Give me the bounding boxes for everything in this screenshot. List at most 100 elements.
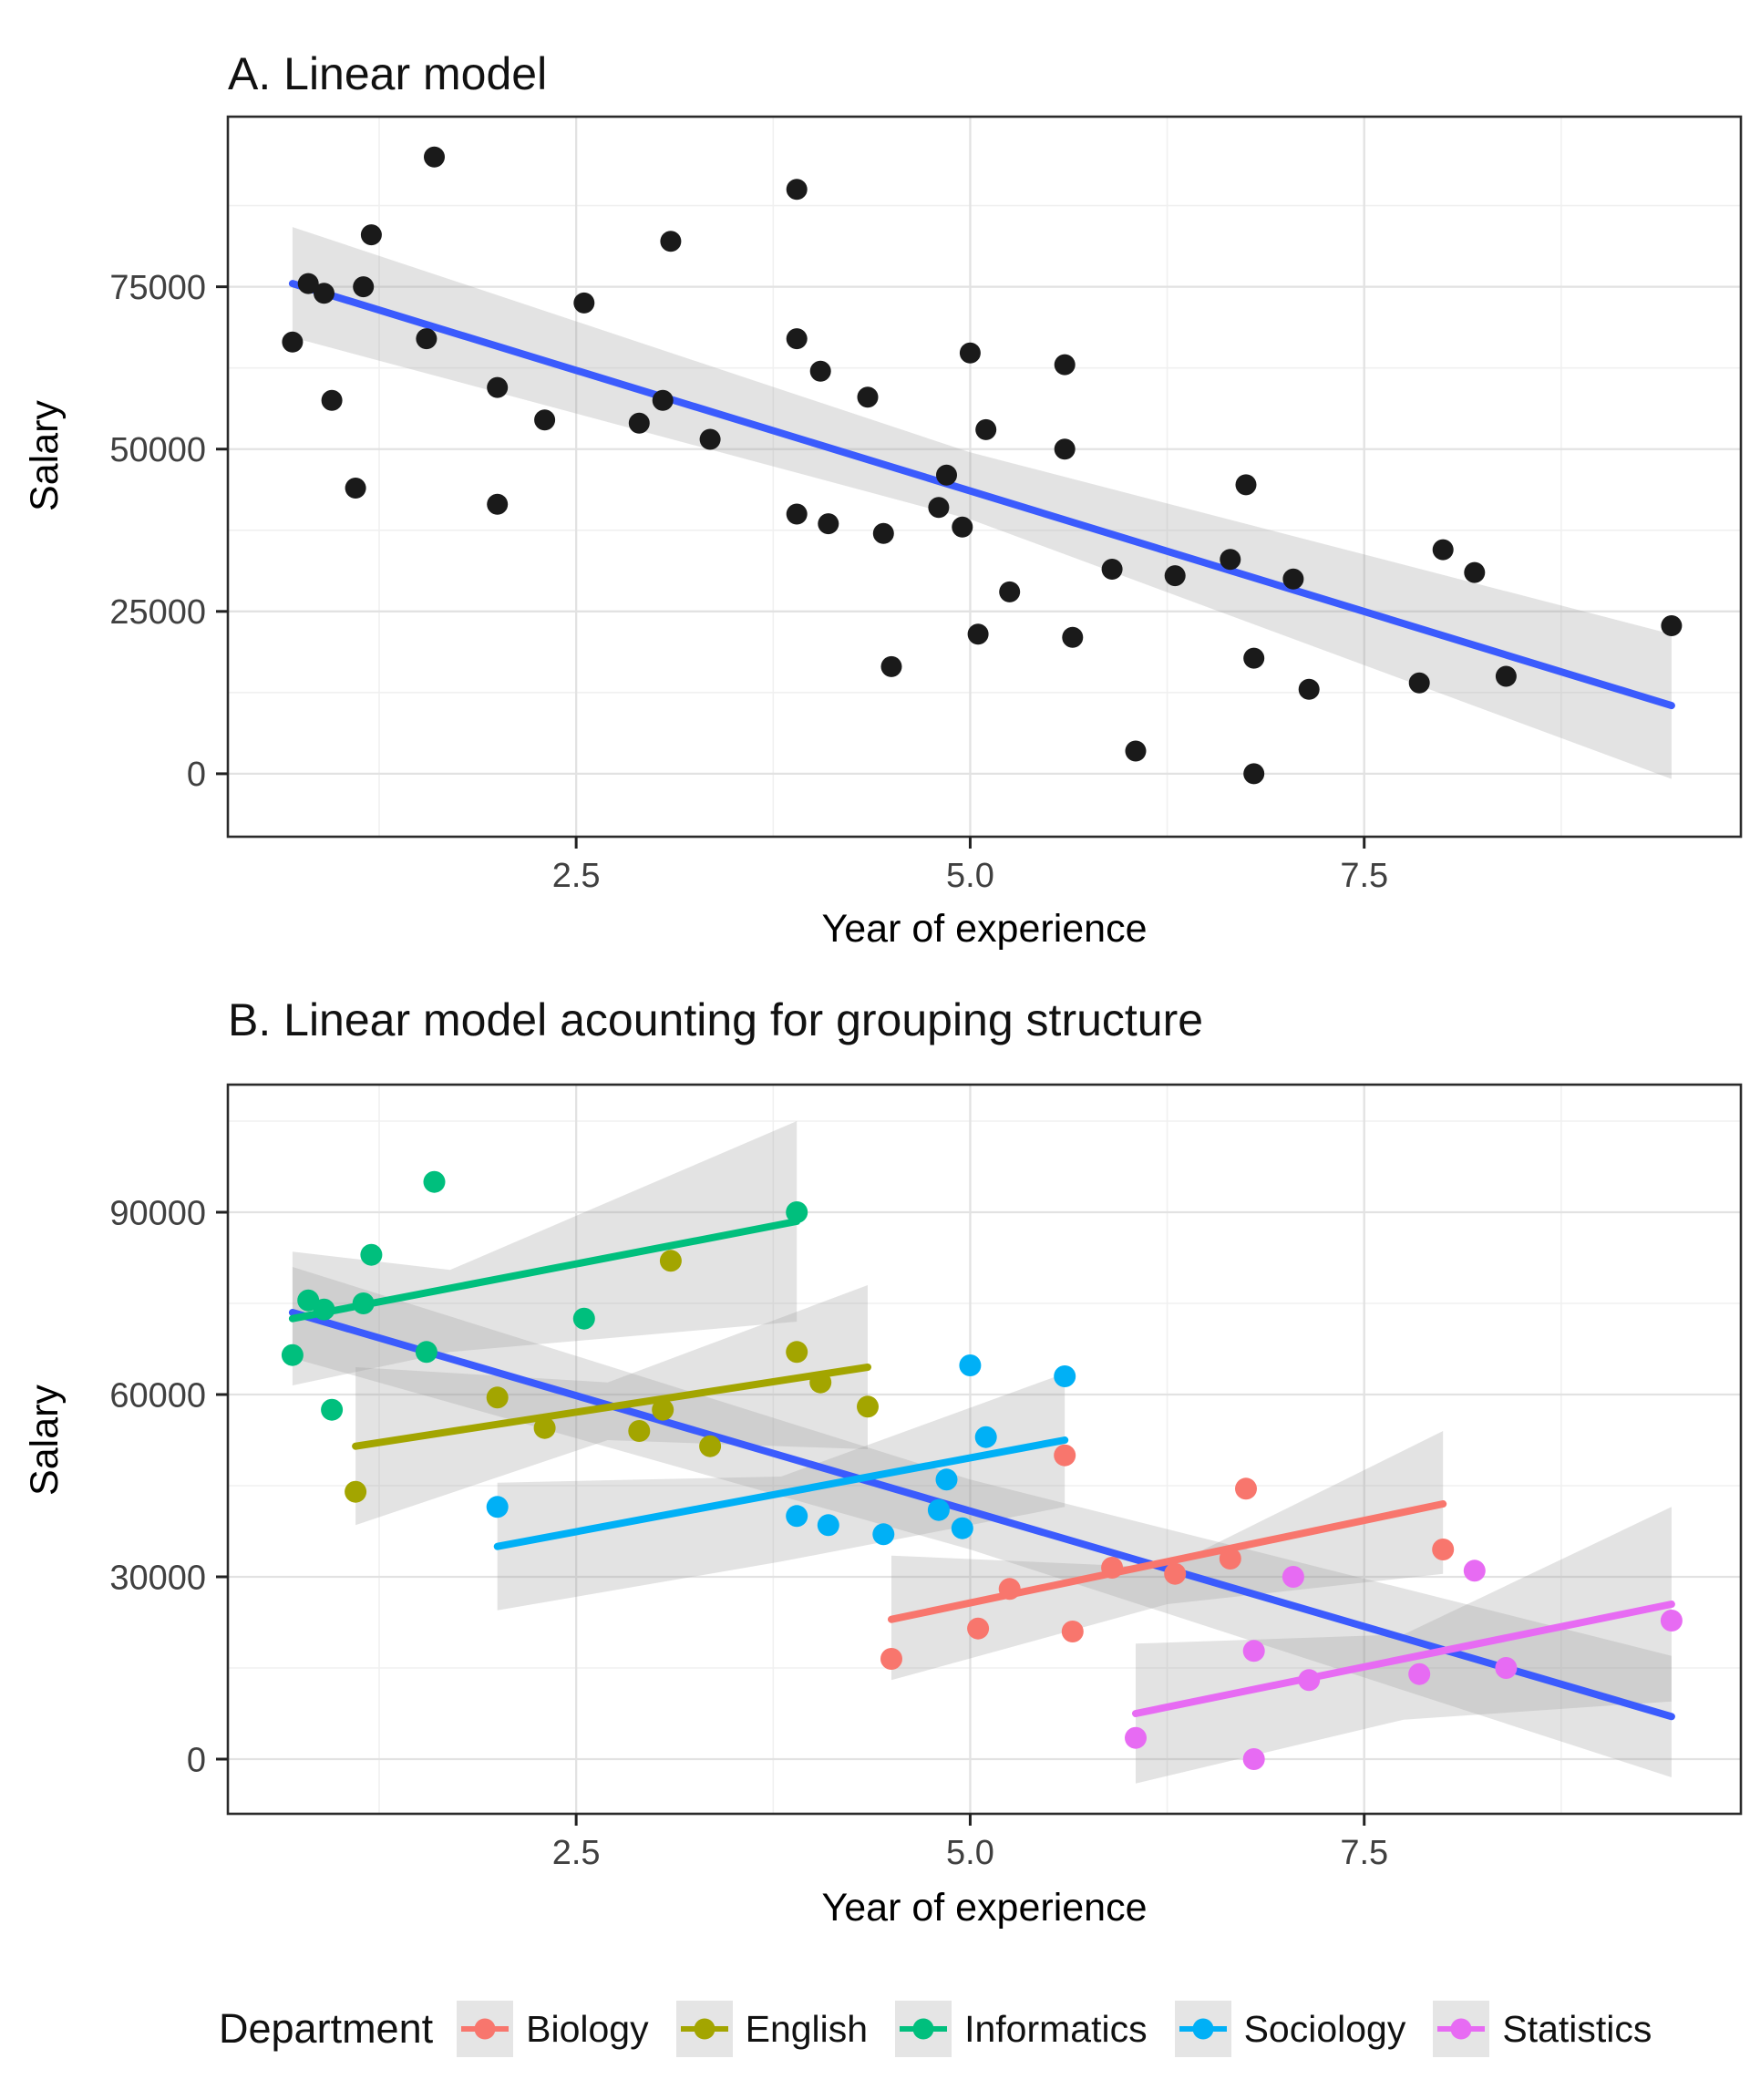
data-point-biology <box>967 1617 990 1640</box>
legend-key-point <box>1192 2018 1214 2040</box>
data-point-sociology <box>817 1514 839 1537</box>
legend-item-informatics: Informatics <box>895 2001 1148 2057</box>
data-point <box>1661 615 1683 636</box>
data-point <box>487 493 509 515</box>
data-point <box>1464 561 1486 583</box>
data-point-informatics <box>415 1341 438 1364</box>
panel-b-title: B. Linear model acounting for grouping s… <box>228 994 1204 1045</box>
data-point-statistics <box>1298 1669 1321 1692</box>
legend-key-icon-sociology <box>1174 2001 1231 2057</box>
data-point <box>872 522 894 544</box>
data-point-english <box>628 1420 651 1442</box>
data-point <box>928 497 950 519</box>
legend-key-point <box>694 2018 715 2040</box>
data-point-informatics <box>572 1307 595 1330</box>
data-point-english <box>786 1341 808 1364</box>
panel-border <box>226 1083 1743 1816</box>
data-point-english <box>486 1386 509 1409</box>
data-point-informatics <box>281 1343 304 1366</box>
data-point-statistics <box>1242 1748 1265 1770</box>
data-point <box>321 389 343 411</box>
legend-key-point <box>474 2018 496 2040</box>
data-point <box>1062 626 1084 648</box>
data-point <box>1298 678 1320 700</box>
panel-plot-layer <box>281 1121 1683 1784</box>
data-point <box>1243 763 1265 785</box>
data-point <box>1101 559 1123 580</box>
overall-fit-line <box>288 280 1675 710</box>
legend-key-icon-biology <box>457 2001 514 2057</box>
legend-label-sociology: Sociology <box>1243 2007 1406 2050</box>
data-point <box>345 478 366 499</box>
data-point <box>818 513 839 535</box>
legend-item-biology: Biology <box>457 2001 649 2057</box>
data-point <box>999 581 1021 602</box>
x-tick-label: 7.5 <box>1340 1834 1388 1872</box>
data-point <box>786 179 808 201</box>
legend: Department Biology English Informatics Soci… <box>219 1992 1750 2065</box>
data-point-informatics <box>352 1292 375 1314</box>
confidence-band-biology <box>891 1431 1444 1681</box>
panel-b-y-axis-title: Salary <box>23 1385 67 1496</box>
legend-key-point <box>1450 2018 1472 2040</box>
data-point <box>936 464 957 486</box>
data-point-statistics <box>1495 1657 1518 1679</box>
panel-b-x-axis-title: Year of experience <box>821 1886 1148 1930</box>
overall-confidence-band <box>292 1267 1672 1777</box>
data-point-english <box>659 1250 682 1272</box>
data-point-statistics <box>1660 1610 1683 1632</box>
legend-label-statistics: Statistics <box>1502 2007 1652 2050</box>
data-point-sociology <box>486 1496 509 1518</box>
data-point-biology <box>1054 1444 1076 1467</box>
data-point-sociology <box>786 1505 808 1528</box>
data-point <box>360 224 382 246</box>
data-point-english <box>533 1416 556 1439</box>
panel-border <box>226 115 1743 839</box>
data-point <box>952 516 973 538</box>
data-point-biology <box>1164 1562 1187 1585</box>
y-tick-label: 75000 <box>109 269 206 307</box>
y-tick-label: 60000 <box>109 1376 206 1415</box>
y-tick-label: 25000 <box>109 593 206 632</box>
legend-key-point <box>912 2018 934 2040</box>
data-point-sociology <box>951 1517 973 1539</box>
x-tick-label: 5.0 <box>946 857 994 895</box>
data-point-statistics <box>1408 1662 1431 1685</box>
y-tick-label: 0 <box>187 1741 206 1779</box>
confidence-band-statistics <box>1136 1507 1672 1784</box>
data-point-biology <box>1101 1557 1124 1579</box>
data-point-informatics <box>786 1201 808 1223</box>
legend-item-english: English <box>675 2001 869 2057</box>
data-point <box>628 412 650 434</box>
panel-a-x-axis-title: Year of experience <box>821 907 1148 951</box>
data-point <box>880 655 902 677</box>
legend-item-sociology: Sociology <box>1174 2001 1406 2057</box>
fit-line-biology <box>888 1500 1447 1623</box>
data-point <box>282 331 304 353</box>
x-tick-label: 7.5 <box>1340 857 1388 895</box>
data-point-statistics <box>1463 1560 1486 1582</box>
data-point <box>1243 647 1265 669</box>
data-point-informatics <box>321 1398 344 1421</box>
data-point <box>1408 672 1430 694</box>
data-point-informatics <box>360 1243 383 1266</box>
legend-key-icon-informatics <box>895 2001 952 2057</box>
data-point-english <box>857 1395 879 1418</box>
data-point-sociology <box>974 1426 997 1448</box>
data-point <box>416 328 438 350</box>
legend-label-english: English <box>745 2007 869 2050</box>
panel-background <box>228 117 1741 837</box>
x-tick-label: 2.5 <box>552 1834 601 1872</box>
data-point-english <box>345 1480 367 1503</box>
legend-key-icon-statistics <box>1433 2001 1490 2057</box>
panel-a-y-axis-title: Salary <box>23 400 67 511</box>
panel-plot-layer <box>282 146 1683 785</box>
data-point <box>297 273 319 294</box>
fit-line-sociology <box>493 1436 1069 1550</box>
legend-label-informatics: Informatics <box>964 2007 1148 2050</box>
x-tick-label: 2.5 <box>552 857 601 895</box>
confidence-band-informatics <box>292 1121 798 1385</box>
data-point <box>786 503 808 525</box>
